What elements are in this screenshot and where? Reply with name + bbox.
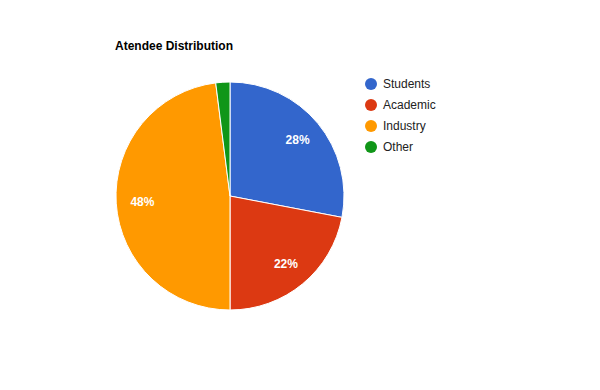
svg-text:28%: 28% xyxy=(286,133,310,147)
html-text:Academic: Academic xyxy=(383,97,436,112)
html-text:Other: Other xyxy=(383,139,413,154)
html-text:Industry: Industry xyxy=(383,118,426,133)
html-text:Students: Students xyxy=(383,76,431,91)
html-text:Atendee Distribution: Atendee Distribution xyxy=(115,39,233,53)
svg-text:22%: 22% xyxy=(274,257,298,271)
svg-text:48%: 48% xyxy=(130,195,154,209)
